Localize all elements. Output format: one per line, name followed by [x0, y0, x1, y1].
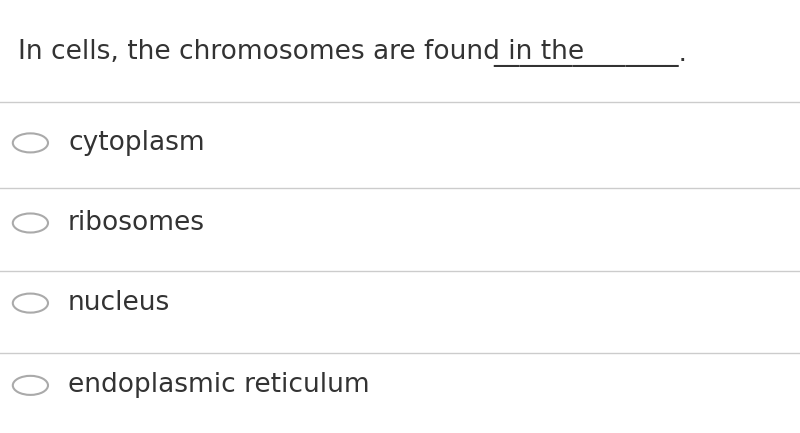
Text: ______________.: ______________. [494, 41, 688, 67]
Text: cytoplasm: cytoplasm [68, 130, 205, 156]
Text: In cells, the chromosomes are found in the: In cells, the chromosomes are found in t… [18, 39, 601, 65]
Text: nucleus: nucleus [68, 290, 170, 316]
Text: endoplasmic reticulum: endoplasmic reticulum [68, 372, 370, 398]
Text: ribosomes: ribosomes [68, 210, 205, 236]
